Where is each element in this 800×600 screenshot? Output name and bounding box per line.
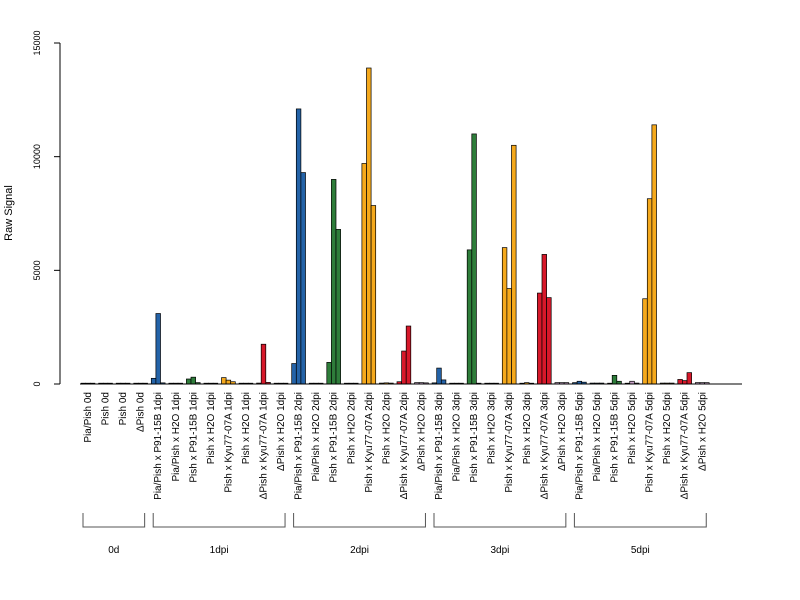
bar-34-1 <box>682 380 688 385</box>
x-tick-label: Pish x P91-15B 1dpi <box>188 392 199 483</box>
x-tick-label: Pia/Pish x P91-15B 3dpi <box>434 392 445 500</box>
x-tick-label: Pia/Pish x P91-15B 2dpi <box>294 392 305 500</box>
group-label: 3dpi <box>490 545 509 556</box>
bar-24-0 <box>501 247 508 385</box>
bar-26-2 <box>546 297 552 385</box>
bar-4-1 <box>155 313 161 385</box>
bar-18-1 <box>401 350 407 385</box>
bar-8-1 <box>225 379 232 385</box>
x-tick-label: Pish x H2O 2dpi <box>381 392 392 464</box>
x-tick-label: Pish x P91-15B 5dpi <box>610 392 621 483</box>
y-axis-label: Raw Signal <box>3 185 15 241</box>
bar-32-2 <box>651 124 657 385</box>
x-tick-label: Pia/Pish x P91-15B 5dpi <box>574 392 585 500</box>
group-bracket-3 <box>433 513 567 528</box>
bar-32-0 <box>642 298 648 385</box>
x-tick-label: Pish 0d <box>101 392 112 425</box>
x-tick-label: Pia/Pish x H2O 2dpi <box>311 392 322 482</box>
x-tick-label: Pish x Kyu77-07A 2dpi <box>364 392 375 493</box>
x-tick-label: Pish x P91-15B 3dpi <box>469 392 480 483</box>
x-tick-label: Pish x H2O 1dpi <box>241 392 252 464</box>
x-tick-label: ΔPish x H2O 1dpi <box>276 392 287 471</box>
x-tick-label: ΔPish x H2O 2dpi <box>416 392 427 471</box>
bar-14-1 <box>331 179 337 385</box>
bar-20-2 <box>440 379 447 385</box>
x-tick-label: ΔPish x H2O 5dpi <box>697 392 708 471</box>
bar-24-2 <box>511 144 517 385</box>
bar-26-0 <box>537 292 543 385</box>
group-label: 5dpi <box>631 545 650 556</box>
x-tick-label: Pia/Pish x P91-15B 1dpi <box>153 392 164 500</box>
bar-18-2 <box>405 325 412 385</box>
group-brackets: 0d 1dpi 2dpi 3dpi 5dpi <box>82 513 707 556</box>
bar-6-1 <box>190 376 196 385</box>
bars <box>80 67 710 385</box>
bar-16-1 <box>366 67 372 385</box>
x-tick-label: Pish x H2O 3dpi <box>487 392 498 464</box>
bar-22-0 <box>466 249 473 385</box>
x-tick-label: ΔPish x Kyu77-07A 2dpi <box>399 392 410 499</box>
y-axis: 0 5000 10000 15000 <box>32 30 61 387</box>
bar-10-1 <box>260 343 267 385</box>
x-tick-label: Pish x H2O 5dpi <box>662 392 673 464</box>
bar-8-0 <box>221 377 227 385</box>
x-tick-label: Pish x H2O 5dpi <box>627 392 638 464</box>
bar-12-0 <box>291 363 297 385</box>
group-bracket-1 <box>152 513 286 528</box>
x-tick-label: Pish x H2O 3dpi <box>522 392 533 464</box>
x-tick-label: Pia/Pish 0d <box>83 392 94 443</box>
x-tick-label: ΔPish x H2O 3dpi <box>557 392 568 471</box>
group-label: 1dpi <box>210 545 229 556</box>
bar-34-0 <box>677 379 683 385</box>
x-tick-label: ΔPish x Kyu77-07A 3dpi <box>539 392 550 499</box>
group-label: 0d <box>108 545 119 556</box>
x-tick-label: Pish x H2O 1dpi <box>206 392 217 464</box>
x-tick-label: Pish 0d <box>118 392 129 425</box>
bar-12-1 <box>295 108 302 385</box>
bar-26-1 <box>541 254 547 385</box>
y-tick-label: 10000 <box>32 144 42 169</box>
x-tick-label: Pia/Pish x H2O 1dpi <box>171 392 182 482</box>
x-tick-label: Pish x H2O 2dpi <box>346 392 357 464</box>
bar-4-0 <box>150 377 157 385</box>
bar-24-1 <box>506 288 512 385</box>
x-tick-label: Pish x Kyu77-07A 3dpi <box>504 392 515 493</box>
bar-32-1 <box>646 198 653 385</box>
x-tick-label: Pia/Pish x H2O 5dpi <box>592 392 603 482</box>
bar-14-0 <box>326 362 332 385</box>
y-tick-label: 0 <box>32 381 42 386</box>
bar-34-2 <box>686 372 692 385</box>
bar-30-1 <box>611 375 618 385</box>
x-tick-label: Pish x P91-15B 2dpi <box>329 392 340 483</box>
x-tick-label: ΔPish x Kyu77-07A 1dpi <box>259 392 270 499</box>
x-tick-label: ΔPish x Kyu77-07A 5dpi <box>680 392 691 499</box>
bar-14-2 <box>335 229 341 385</box>
y-tick-label: 5000 <box>32 260 42 280</box>
group-label: 2dpi <box>350 545 369 556</box>
bar-16-2 <box>370 205 377 385</box>
bar-16-0 <box>361 163 367 385</box>
bar-6-0 <box>186 378 192 385</box>
x-tick-label: Pish x Kyu77-07A 1dpi <box>223 392 234 493</box>
bar-12-2 <box>300 172 306 385</box>
x-tick-label: Pish x Kyu77-07A 5dpi <box>645 392 656 493</box>
group-bracket-0 <box>82 513 146 528</box>
x-tick-label: ΔPish 0d <box>136 392 147 432</box>
bar-22-1 <box>471 133 477 385</box>
y-tick-label: 15000 <box>32 30 42 55</box>
group-bracket-2 <box>293 513 426 528</box>
x-tick-label: Pia/Pish x H2O 3dpi <box>452 392 463 482</box>
group-bracket-4 <box>573 513 707 528</box>
x-tick-labels: Pia/Pish 0d Pish 0d Pish 0d ΔPish 0d Pia/Pis… <box>83 392 708 500</box>
bar-20-1 <box>436 367 442 385</box>
